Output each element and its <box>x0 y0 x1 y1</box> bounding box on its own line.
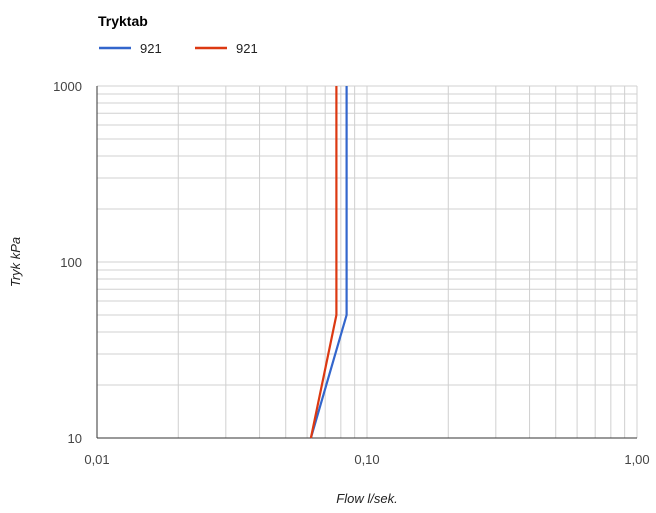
axes: 0,01 0,10 1,00 10 100 1000 <box>53 79 650 467</box>
y-tick-label: 100 <box>60 255 82 270</box>
legend-label: 921 <box>236 41 258 56</box>
series-line <box>309 86 348 439</box>
y-axis-label: Tryk kPa <box>8 237 23 287</box>
legend-label: 921 <box>140 41 162 56</box>
x-axis-label: Flow l/sek. <box>336 491 397 506</box>
series-line <box>309 86 338 439</box>
x-tick-label: 0,10 <box>354 452 379 467</box>
x-tick-label: 0,01 <box>84 452 109 467</box>
series-layer <box>309 86 348 439</box>
y-tick-label: 1000 <box>53 79 82 94</box>
chart-title: Tryktab <box>98 13 148 29</box>
y-tick-label: 10 <box>68 431 82 446</box>
x-tick-label: 1,00 <box>624 452 649 467</box>
grid <box>96 85 638 439</box>
legend: 921 921 <box>99 41 258 56</box>
